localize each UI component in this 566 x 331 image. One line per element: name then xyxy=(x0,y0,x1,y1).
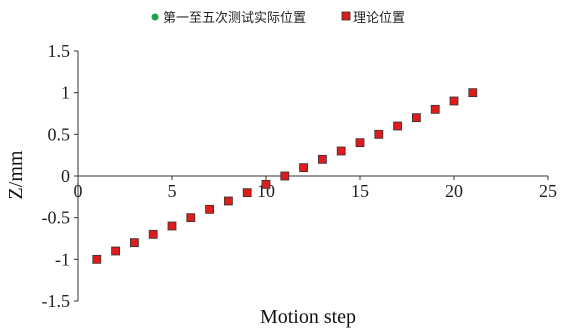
legend-marker-theoretical xyxy=(341,11,351,21)
x-axis-title: Motion step xyxy=(260,306,356,328)
x-tick-label: 0 xyxy=(74,181,83,201)
tick-labels: 0 5 10 15 20 251.510.50-0.5-1-1.5 xyxy=(42,41,558,311)
theoretical-point xyxy=(205,204,215,214)
y-tick-label: 0.5 xyxy=(48,124,71,144)
theoretical-point xyxy=(280,171,290,181)
theoretical-point xyxy=(186,213,196,223)
x-tick-label: 5 xyxy=(168,181,177,201)
y-axis-title: Z/mm xyxy=(5,150,27,199)
theoretical-point xyxy=(411,113,421,123)
theoretical-point xyxy=(449,96,459,106)
y-tick-label: -1.5 xyxy=(42,291,71,311)
theoretical-point xyxy=(393,121,403,131)
theoretical-point xyxy=(430,104,440,114)
theoretical-point xyxy=(317,154,327,164)
legend: 第一至五次测试实际位置 理论位置 xyxy=(151,10,405,26)
theoretical-point xyxy=(129,238,139,248)
theoretical-point xyxy=(355,138,365,148)
x-tick-label: 25 xyxy=(539,181,557,201)
y-tick-label: 0 xyxy=(61,166,70,186)
legend-marker-actual xyxy=(151,13,159,21)
theoretical-point xyxy=(299,163,309,173)
theoretical-point xyxy=(111,246,120,256)
legend-label-actual: 第一至五次测试实际位置 xyxy=(163,10,306,26)
x-tick-label: 15 xyxy=(351,181,369,201)
theoretical-point xyxy=(148,229,158,239)
x-tick-label: 10 xyxy=(257,181,275,201)
data-points xyxy=(92,88,478,264)
y-tick-label: -0.5 xyxy=(42,208,71,228)
theoretical-point xyxy=(242,188,252,198)
theoretical-point xyxy=(167,221,177,231)
theoretical-point xyxy=(336,146,346,156)
y-tick-label: -1 xyxy=(55,249,70,269)
y-tick-label: 1 xyxy=(61,83,70,103)
theoretical-point xyxy=(374,129,384,139)
x-tick-label: 20 xyxy=(445,181,463,201)
axes xyxy=(74,50,549,302)
y-tick-label: 1.5 xyxy=(48,41,71,61)
theoretical-point xyxy=(261,179,271,189)
legend-label-theoretical: 理论位置 xyxy=(353,11,405,26)
theoretical-point xyxy=(223,196,233,206)
theoretical-point xyxy=(468,88,478,98)
theoretical-point xyxy=(92,254,102,264)
